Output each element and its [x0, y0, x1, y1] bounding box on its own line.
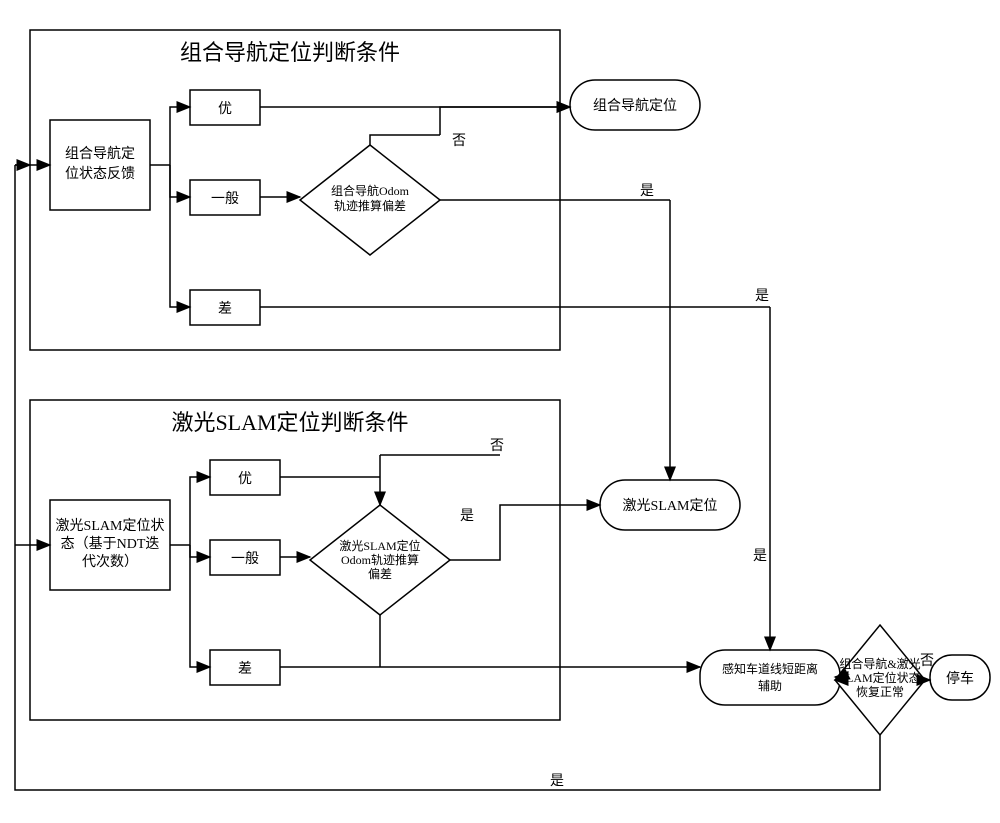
edge-recover-no: 否: [920, 654, 934, 669]
group1-level-normal-label: 一般: [211, 191, 239, 207]
group1-feedback-box: [50, 120, 150, 210]
edge-d2-yes2: 是: [753, 549, 767, 564]
edge-bad1-yes: 是: [755, 289, 769, 304]
decision-recover-line1: 组合导航&激光: [839, 656, 920, 671]
group2-feedback-line2: 态（基于NDT迭: [61, 535, 160, 552]
edge-recover-yes: 是: [550, 774, 564, 789]
output-lane-assist: [700, 650, 840, 705]
group1-feedback-line1: 组合导航定: [65, 146, 135, 162]
edge-d1-yes: 是: [640, 184, 654, 199]
output-slam-label: 激光SLAM定位: [623, 497, 718, 514]
edge-d2-yes: 是: [460, 509, 474, 524]
edge-d1-no: 否: [452, 134, 466, 149]
group1-decision-line2: 轨迹推算偏差: [334, 198, 406, 213]
group1-level-bad-label: 差: [218, 301, 232, 317]
flowchart-diagram: 组合导航定位判断条件 组合导航定 位状态反馈 优 一般 差 组合导航Odom 轨…: [0, 0, 1000, 823]
group2-feedback-line3: 代次数）: [82, 554, 138, 570]
decision-recover-line3: 恢复正常: [856, 685, 904, 699]
group2-feedback-line1: 激光SLAM定位状: [56, 517, 165, 534]
group2-level-normal-label: 一般: [231, 551, 259, 567]
group2-level-good-label: 优: [238, 471, 252, 487]
group2-decision-line2: Odom轨迹推算: [341, 552, 419, 567]
group2-title: 激光SLAM定位判断条件: [171, 410, 408, 435]
group2-level-bad-label: 差: [238, 661, 252, 677]
group2-decision-line1: 激光SLAM定位: [339, 538, 420, 553]
group1-decision-line1: 组合导航Odom: [331, 183, 410, 198]
group1-level-good-label: 优: [218, 101, 232, 117]
edge-good2-no: 否: [490, 439, 504, 454]
group1-title: 组合导航定位判断条件: [180, 40, 400, 65]
output-lane-assist-line2: 辅助: [758, 679, 782, 693]
group1-feedback-line2: 位状态反馈: [65, 166, 135, 182]
output-lane-assist-line1: 感知车道线短距离: [722, 661, 818, 676]
output-stop-label: 停车: [946, 670, 974, 687]
group2-decision-line3: 偏差: [368, 566, 392, 581]
decision-recover-line2: SLAM定位状态: [839, 670, 920, 685]
output-combo-nav-label: 组合导航定位: [593, 98, 677, 114]
